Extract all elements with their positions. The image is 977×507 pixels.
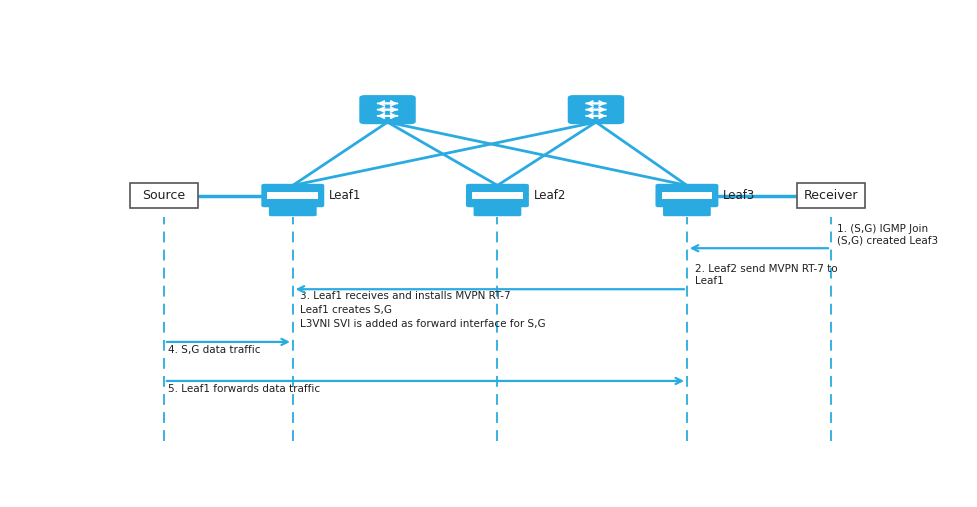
FancyBboxPatch shape	[269, 206, 317, 216]
Text: Receiver: Receiver	[803, 189, 857, 202]
Text: Leaf3: Leaf3	[723, 190, 755, 202]
Text: Source: Source	[143, 189, 186, 202]
Bar	[796, 183, 865, 208]
FancyBboxPatch shape	[261, 184, 324, 207]
FancyBboxPatch shape	[465, 184, 529, 207]
Text: Leaf1: Leaf1	[329, 190, 361, 202]
FancyBboxPatch shape	[473, 206, 521, 216]
Bar	[267, 192, 318, 199]
Bar	[660, 192, 711, 199]
Bar	[472, 192, 523, 199]
Text: 4. S,G data traffic: 4. S,G data traffic	[168, 345, 260, 355]
Text: 1. (S,G) IGMP Join
(S,G) created Leaf3: 1. (S,G) IGMP Join (S,G) created Leaf3	[836, 224, 937, 245]
FancyBboxPatch shape	[568, 95, 623, 124]
Text: 5. Leaf1 forwards data traffic: 5. Leaf1 forwards data traffic	[168, 384, 319, 394]
FancyBboxPatch shape	[662, 206, 710, 216]
FancyBboxPatch shape	[655, 184, 718, 207]
FancyBboxPatch shape	[359, 95, 415, 124]
Text: 3. Leaf1 receives and installs MVPN RT-7
Leaf1 creates S,G
L3VNI SVI is added as: 3. Leaf1 receives and installs MVPN RT-7…	[300, 291, 545, 329]
Text: Leaf2: Leaf2	[533, 190, 566, 202]
Bar	[130, 183, 197, 208]
Text: 2. Leaf2 send MVPN RT-7 to
Leaf1: 2. Leaf2 send MVPN RT-7 to Leaf1	[694, 265, 836, 286]
